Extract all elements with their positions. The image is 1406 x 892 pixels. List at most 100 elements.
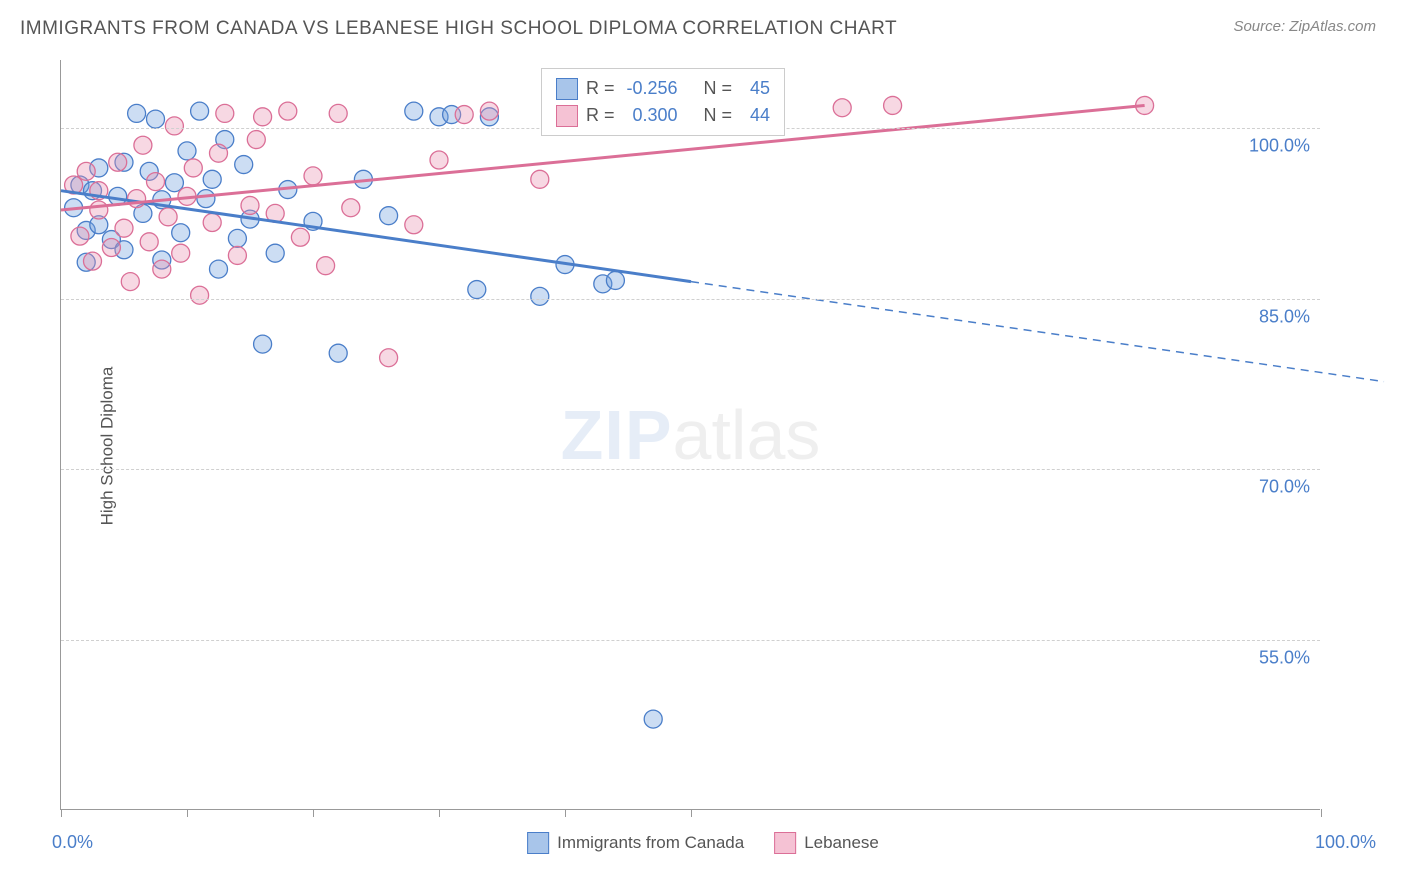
scatter-point bbox=[380, 207, 398, 225]
scatter-point bbox=[228, 246, 246, 264]
scatter-point bbox=[147, 173, 165, 191]
scatter-point bbox=[317, 257, 335, 275]
scatter-point bbox=[121, 273, 139, 291]
legend-item: Lebanese bbox=[774, 832, 879, 854]
scatter-point bbox=[203, 214, 221, 232]
legend-swatch bbox=[527, 832, 549, 854]
legend-label: Immigrants from Canada bbox=[557, 833, 744, 853]
scatter-point bbox=[128, 190, 146, 208]
x-tick bbox=[61, 809, 62, 817]
chart-title: IMMIGRANTS FROM CANADA VS LEBANESE HIGH … bbox=[20, 18, 897, 40]
scatter-point bbox=[405, 102, 423, 120]
scatter-point bbox=[178, 142, 196, 160]
scatter-point bbox=[109, 153, 127, 171]
scatter-point bbox=[191, 286, 209, 304]
y-tick-label: 85.0% bbox=[1259, 306, 1310, 327]
scatter-point bbox=[606, 271, 624, 289]
scatter-point bbox=[197, 190, 215, 208]
scatter-point bbox=[304, 167, 322, 185]
x-tick bbox=[691, 809, 692, 817]
legend-swatch bbox=[774, 832, 796, 854]
trend-line-dashed bbox=[691, 282, 1384, 382]
scatter-point bbox=[279, 102, 297, 120]
scatter-point bbox=[329, 104, 347, 122]
scatter-point bbox=[172, 224, 190, 242]
scatter-point bbox=[480, 102, 498, 120]
series-swatch bbox=[556, 78, 578, 100]
source-attribution: Source: ZipAtlas.com bbox=[1233, 18, 1376, 35]
scatter-point bbox=[884, 96, 902, 114]
gridline-h bbox=[61, 640, 1320, 641]
stat-n-label: N = bbox=[704, 75, 733, 102]
stat-row: R = -0.256 N = 45 bbox=[556, 75, 770, 102]
scatter-point bbox=[228, 229, 246, 247]
scatter-point bbox=[165, 174, 183, 192]
chart-svg bbox=[61, 60, 1320, 809]
scatter-point bbox=[216, 104, 234, 122]
y-tick-label: 100.0% bbox=[1249, 136, 1310, 157]
stat-n-value: 44 bbox=[740, 102, 770, 129]
scatter-point bbox=[71, 227, 89, 245]
scatter-point bbox=[531, 287, 549, 305]
scatter-point bbox=[329, 344, 347, 362]
scatter-point bbox=[128, 104, 146, 122]
scatter-point bbox=[644, 710, 662, 728]
x-tick bbox=[1321, 809, 1322, 817]
scatter-point bbox=[455, 106, 473, 124]
scatter-point bbox=[342, 199, 360, 217]
stat-r-value: 0.300 bbox=[623, 102, 678, 129]
scatter-point bbox=[380, 349, 398, 367]
scatter-point bbox=[84, 252, 102, 270]
y-tick-label: 55.0% bbox=[1259, 647, 1310, 668]
plot-area: ZIPatlas R =-0.256N =45R =0.300N =44 55.… bbox=[60, 60, 1320, 810]
scatter-point bbox=[147, 110, 165, 128]
scatter-point bbox=[159, 208, 177, 226]
gridline-h bbox=[61, 469, 1320, 470]
correlation-stat-box: R = -0.256 N = 45 R = 0.300 N = 44 bbox=[541, 68, 785, 136]
stat-row: R = 0.300 N = 44 bbox=[556, 102, 770, 129]
scatter-point bbox=[531, 170, 549, 188]
scatter-point bbox=[291, 228, 309, 246]
scatter-point bbox=[203, 170, 221, 188]
scatter-point bbox=[430, 151, 448, 169]
scatter-point bbox=[172, 244, 190, 262]
series-swatch bbox=[556, 105, 578, 127]
scatter-point bbox=[210, 144, 228, 162]
y-tick-label: 70.0% bbox=[1259, 477, 1310, 498]
stat-n-label: N = bbox=[704, 102, 733, 129]
x-tick bbox=[439, 809, 440, 817]
x-axis-max-label: 100.0% bbox=[1315, 832, 1376, 853]
legend-label: Lebanese bbox=[804, 833, 879, 853]
scatter-point bbox=[247, 131, 265, 149]
stat-n-value: 45 bbox=[740, 75, 770, 102]
x-tick bbox=[187, 809, 188, 817]
scatter-point bbox=[833, 99, 851, 117]
scatter-point bbox=[405, 216, 423, 234]
x-tick bbox=[313, 809, 314, 817]
scatter-point bbox=[165, 117, 183, 135]
scatter-point bbox=[134, 136, 152, 154]
stat-r-label: R = bbox=[586, 102, 615, 129]
scatter-point bbox=[140, 233, 158, 251]
gridline-h bbox=[61, 299, 1320, 300]
legend-item: Immigrants from Canada bbox=[527, 832, 744, 854]
scatter-point bbox=[77, 162, 95, 180]
scatter-point bbox=[191, 102, 209, 120]
scatter-point bbox=[153, 260, 171, 278]
scatter-point bbox=[266, 244, 284, 262]
scatter-point bbox=[468, 281, 486, 299]
scatter-point bbox=[254, 108, 272, 126]
x-axis-min-label: 0.0% bbox=[52, 832, 93, 853]
stat-r-label: R = bbox=[586, 75, 615, 102]
scatter-point bbox=[210, 260, 228, 278]
scatter-point bbox=[102, 239, 120, 257]
legend: Immigrants from Canada Lebanese bbox=[527, 832, 879, 854]
scatter-point bbox=[115, 219, 133, 237]
scatter-point bbox=[254, 335, 272, 353]
scatter-point bbox=[184, 159, 202, 177]
scatter-point bbox=[235, 156, 253, 174]
scatter-point bbox=[90, 201, 108, 219]
scatter-point bbox=[241, 196, 259, 214]
x-tick bbox=[565, 809, 566, 817]
stat-r-value: -0.256 bbox=[623, 75, 678, 102]
